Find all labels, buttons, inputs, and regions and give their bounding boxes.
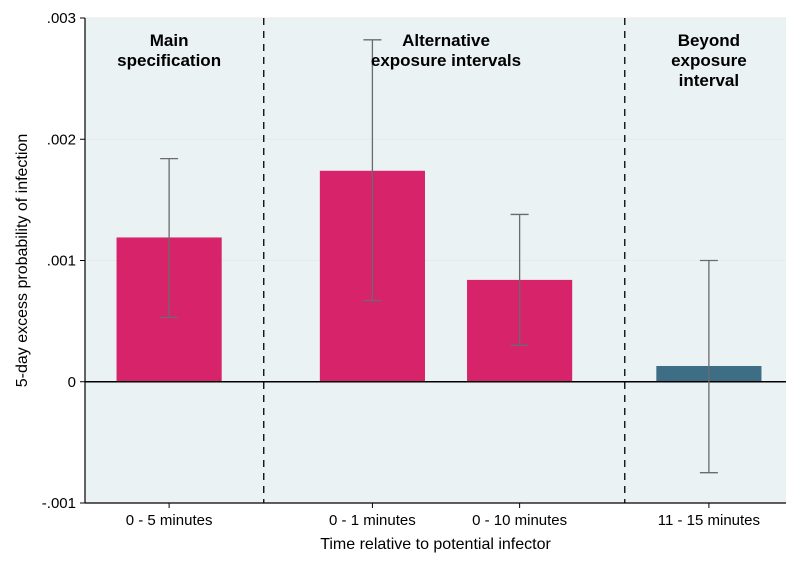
y-axis-title: 5-day excess probability of infection: [14, 134, 31, 387]
x-axis-title: Time relative to potential infector: [320, 536, 551, 553]
y-tick-label: .001: [47, 253, 76, 270]
y-tick-label: -.001: [42, 495, 76, 512]
y-tick-label: .002: [47, 131, 76, 148]
section-header: Beyondexposureinterval: [671, 31, 747, 90]
x-tick-label: 11 - 15 minutes: [658, 512, 760, 529]
bar-chart: -.001 0 .001 .002 .003 0 - 5 minutes 0 - 1 min…: [0, 0, 802, 571]
x-tick-label: 0 - 5 minutes: [126, 512, 213, 529]
x-tick-label: 0 - 10 minutes: [472, 512, 567, 529]
y-tick-label: 0: [68, 374, 76, 391]
x-tick-label: 0 - 1 minutes: [329, 512, 416, 529]
y-tick-label: .003: [47, 10, 76, 27]
chart-container: -.001 0 .001 .002 .003 0 - 5 minutes 0 - 1 min…: [0, 0, 802, 571]
